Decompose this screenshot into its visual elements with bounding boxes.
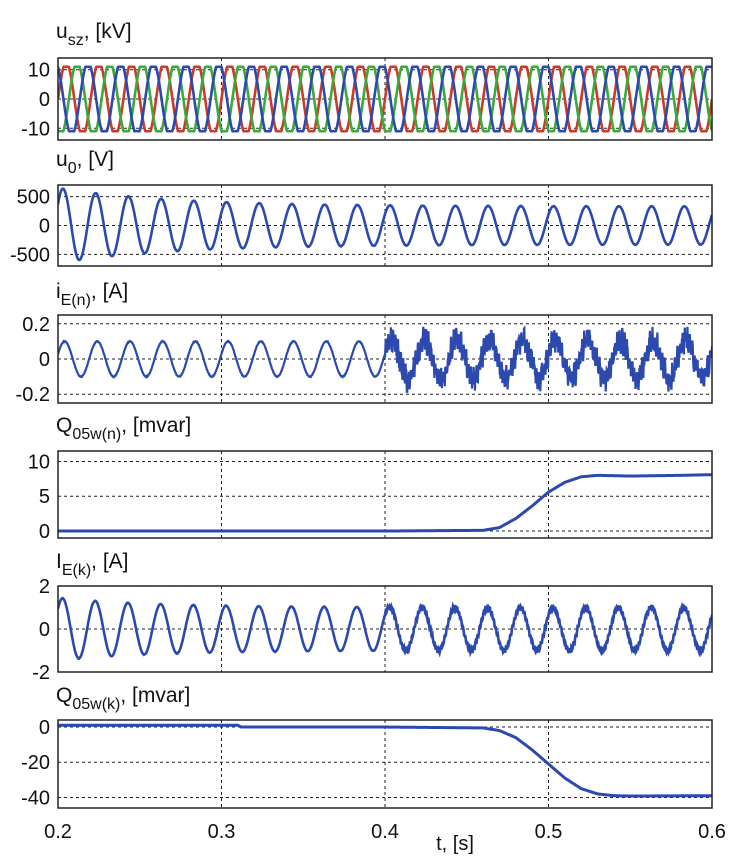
axes-frame xyxy=(57,57,713,141)
y-tick-label: -20 xyxy=(21,752,50,774)
subplot-6: -40 -20 0 Q05w(k), [mvar] xyxy=(21,684,713,809)
subplot-title: Q05w(k), [mvar] xyxy=(56,684,190,713)
y-tick-label: 2 xyxy=(39,576,50,598)
y-tick-label: 0 xyxy=(39,216,50,238)
subplot-4: 0 5 10 Q05w(n), [mvar] xyxy=(28,414,713,543)
y-tick-label: -40 xyxy=(21,787,50,809)
series-line xyxy=(58,65,712,133)
y-tick-label: 500 xyxy=(17,187,50,209)
series-line xyxy=(58,723,712,798)
subplot-title: IE(k), [A] xyxy=(56,550,129,579)
x-axis: 0.2 0.3 0.4 0.5 0.6 t, [s] xyxy=(44,821,726,855)
axes-frame xyxy=(57,719,713,809)
y-tick-label: 0.2 xyxy=(22,314,50,336)
x-tick-label: 0.4 xyxy=(371,821,399,843)
axes-frame xyxy=(57,184,713,267)
subplot-title: iE(n), [A] xyxy=(56,280,128,309)
subplot-1: -10 0 10 usz, [kV] xyxy=(21,20,713,141)
y-tick-label: 0 xyxy=(39,619,50,641)
series-line xyxy=(58,596,712,661)
y-tick-label: -500 xyxy=(10,244,50,266)
axes-frame xyxy=(57,314,713,404)
subplot-title: Q05w(n), [mvar] xyxy=(56,414,191,443)
y-tick-label: -10 xyxy=(21,118,50,140)
axes-frame xyxy=(57,585,713,673)
y-tick-label: 0 xyxy=(39,349,50,371)
y-tick-label: 0 xyxy=(39,521,50,543)
subplot-title: usz, [kV] xyxy=(56,20,132,49)
x-tick-label: 0.3 xyxy=(208,821,236,843)
x-tick-label: 0.5 xyxy=(535,821,563,843)
y-tick-label: 0 xyxy=(39,89,50,111)
series-line xyxy=(58,65,712,133)
x-tick-label: 0.6 xyxy=(698,821,726,843)
x-tick-label: 0.2 xyxy=(44,821,72,843)
y-tick-label: 10 xyxy=(28,60,50,82)
y-tick-label: -0.2 xyxy=(16,384,50,406)
y-tick-label: 10 xyxy=(28,451,50,473)
subplot-5: -2 0 2 IE(k), [A] xyxy=(32,550,713,684)
y-tick-label: 0 xyxy=(39,717,50,739)
subplot-2: -500 0 500 u0, [V] xyxy=(10,148,713,267)
y-tick-label: 5 xyxy=(39,486,50,508)
series-line xyxy=(58,187,712,262)
axes-frame xyxy=(57,450,713,539)
y-tick-label: -2 xyxy=(32,662,50,684)
subplot-title: u0, [V] xyxy=(56,148,114,177)
subplot-3: -0.2 0 0.2 iE(n), [A] xyxy=(16,280,713,406)
x-axis-label: t, [s] xyxy=(436,833,474,855)
series-line xyxy=(58,325,712,393)
series-line xyxy=(58,473,712,533)
series-line xyxy=(58,65,712,133)
